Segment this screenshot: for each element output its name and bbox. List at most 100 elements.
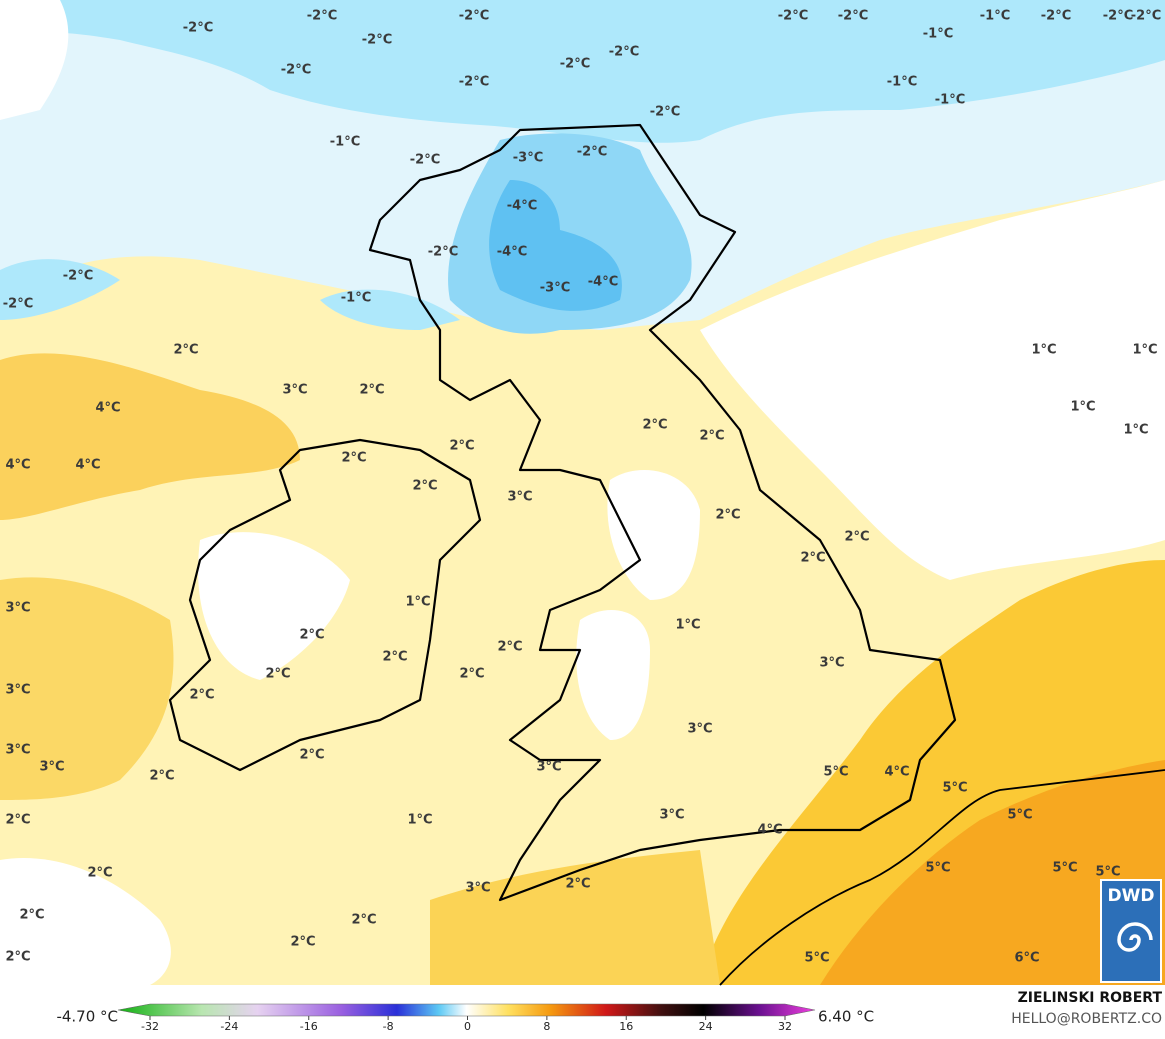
temperature-label: 1°C <box>1132 343 1157 358</box>
temperature-label: 2°C <box>412 479 437 494</box>
temperature-label: -2°C <box>1041 9 1071 24</box>
coastline <box>168 438 482 772</box>
temperature-label: 2°C <box>149 769 174 784</box>
colorbar-tick-label: 16 <box>619 1020 633 1033</box>
temperature-label: 2°C <box>173 343 198 358</box>
temperature-label: -3°C <box>513 151 543 166</box>
logo-box <box>1100 879 1162 983</box>
colorbar-tick-label: -16 <box>300 1020 318 1033</box>
temperature-label: 5°C <box>925 861 950 876</box>
temperature-label: 2°C <box>497 640 522 655</box>
temperature-label: 2°C <box>19 908 44 923</box>
mild-area <box>0 858 171 985</box>
temperature-label: -2°C <box>3 297 33 312</box>
warm-area <box>820 760 1165 985</box>
temperature-label: 2°C <box>87 866 112 881</box>
temperature-label: 3°C <box>507 490 532 505</box>
temperature-label: 3°C <box>659 808 684 823</box>
temperature-label: 5°C <box>823 765 848 780</box>
temperature-label: 2°C <box>5 950 30 965</box>
temperature-label: 2°C <box>382 650 407 665</box>
coastline <box>719 769 1165 986</box>
temperature-label: -1°C <box>341 291 371 306</box>
temperature-label: 2°C <box>715 508 740 523</box>
temperature-label: -4°C <box>588 275 618 290</box>
contact: HELLO@ROBERTZ.CO <box>1011 1011 1162 1027</box>
cold-area <box>0 0 69 120</box>
temperature-label: -4°C <box>507 199 537 214</box>
temperature-label: -2°C <box>307 9 337 24</box>
temperature-label: -2°C <box>838 9 868 24</box>
temperature-label: -2°C <box>183 21 213 36</box>
temperature-label: 2°C <box>290 935 315 950</box>
temperature-label: 2°C <box>5 813 30 828</box>
temperature-label: 1°C <box>675 618 700 633</box>
colorbar-tick-label: 8 <box>543 1020 550 1033</box>
temperature-label: 5°C <box>1095 865 1120 880</box>
temperature-label: -1°C <box>980 9 1010 24</box>
mild-area <box>700 180 1165 580</box>
temperature-label: 1°C <box>1123 423 1148 438</box>
temperature-label: 3°C <box>465 881 490 896</box>
temperature-label: -4°C <box>497 245 527 260</box>
map-labels: -2°C-2°C -2°C-2°C-2°C-2°C-2°C-2°C-2°C -2°C… <box>3 9 1161 966</box>
temperature-label: 2°C <box>642 418 667 433</box>
temperature-label: -2°C <box>560 57 590 72</box>
temperature-label: 2°C <box>565 877 590 892</box>
temperature-label: 2°C <box>265 667 290 682</box>
temperature-label: 1°C <box>1031 343 1056 358</box>
temperature-label: 1°C <box>405 595 430 610</box>
temperature-label: 4°C <box>75 458 100 473</box>
temperature-label: 3°C <box>687 722 712 737</box>
temperature-label: 5°C <box>1007 808 1032 823</box>
temperature-label: -2°C <box>1131 9 1161 24</box>
colorbar-tick-label: -8 <box>383 1020 394 1033</box>
cold-area <box>489 180 622 311</box>
temperature-label: 3°C <box>282 383 307 398</box>
temperature-label: 3°C <box>536 760 561 775</box>
max-label: 6.40 °C <box>818 1008 874 1026</box>
cold-area <box>0 0 1165 143</box>
mild-area <box>576 610 650 740</box>
temperature-label: 2°C <box>699 429 724 444</box>
temperature-label: -2°C <box>1103 9 1133 24</box>
temperature-label: 3°C <box>5 601 30 616</box>
temperature-label: 3°C <box>5 743 30 758</box>
temperature-label: -1°C <box>330 135 360 150</box>
temperature-label: -2°C <box>459 75 489 90</box>
temperature-label: 5°C <box>942 781 967 796</box>
temperature-label: 4°C <box>757 823 782 838</box>
temperature-label: 1°C <box>407 813 432 828</box>
temperature-label: 3°C <box>39 760 64 775</box>
temperature-label: 3°C <box>819 656 844 671</box>
colorbar-tick-label: 24 <box>699 1020 713 1033</box>
author: ZIELINSKI ROBERT <box>1018 990 1163 1006</box>
temperature-label: 2°C <box>189 688 214 703</box>
logo-icon <box>1117 922 1153 952</box>
temperature-label: -2°C <box>778 9 808 24</box>
map: DWD <box>0 0 1165 986</box>
temperature-label: -1°C <box>887 75 917 90</box>
cold-area <box>320 289 460 330</box>
colorbar-tick-label: -32 <box>141 1020 159 1033</box>
temperature-label: 2°C <box>459 667 484 682</box>
temperature-label: -2°C <box>410 153 440 168</box>
temperature-label: 4°C <box>884 765 909 780</box>
logo-text: DWD <box>1108 886 1155 906</box>
temperature-label: 5°C <box>1052 861 1077 876</box>
colorbar-tick-label: 32 <box>778 1020 792 1033</box>
temperature-label: 4°C <box>5 458 30 473</box>
temperature-label: 2°C <box>299 748 324 763</box>
temperature-label: 2°C <box>351 913 376 928</box>
temperature-label: 4°C <box>95 401 120 416</box>
colorbar-tick-label: 0 <box>464 1020 471 1033</box>
temperature-label: -2°C <box>63 269 93 284</box>
temperature-label: -2°C <box>650 105 680 120</box>
warm-area <box>430 850 720 985</box>
temperature-label: -2°C <box>577 145 607 160</box>
temperature-label: 2°C <box>844 530 869 545</box>
temperature-label: -2°C <box>362 33 392 48</box>
temperature-label: -2°C <box>459 9 489 24</box>
temperature-label: 2°C <box>299 628 324 643</box>
